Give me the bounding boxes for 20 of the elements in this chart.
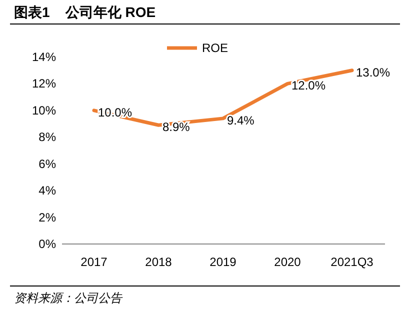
chart-title: 图表1 公司年化 ROE [14,4,156,20]
x-tick-label: 2021Q3 [330,255,374,269]
y-tick-label: 12% [32,76,56,91]
y-tick-label: 4% [38,184,56,198]
x-tick-label: 2020 [274,255,302,269]
y-tick-label: 2% [38,210,56,224]
text: 8.9% [162,120,190,134]
x-tick-label: 2019 [210,255,237,269]
legend-label: ROE [202,41,228,55]
y-tick-label: 0% [38,237,56,251]
text: 9.4% [227,113,254,128]
y-tick-label: 10% [32,103,56,118]
text: 13.0% [356,65,390,80]
text: 12.0% [292,78,326,93]
text: 资料来源：公司公告 [14,291,123,305]
x-tick-label: 2017 [80,255,108,269]
y-tick-label: 14% [32,50,56,64]
x-tick-label: 2018 [145,255,172,269]
y-tick-label: 6% [38,156,56,171]
y-tick-label: 8% [38,130,56,144]
